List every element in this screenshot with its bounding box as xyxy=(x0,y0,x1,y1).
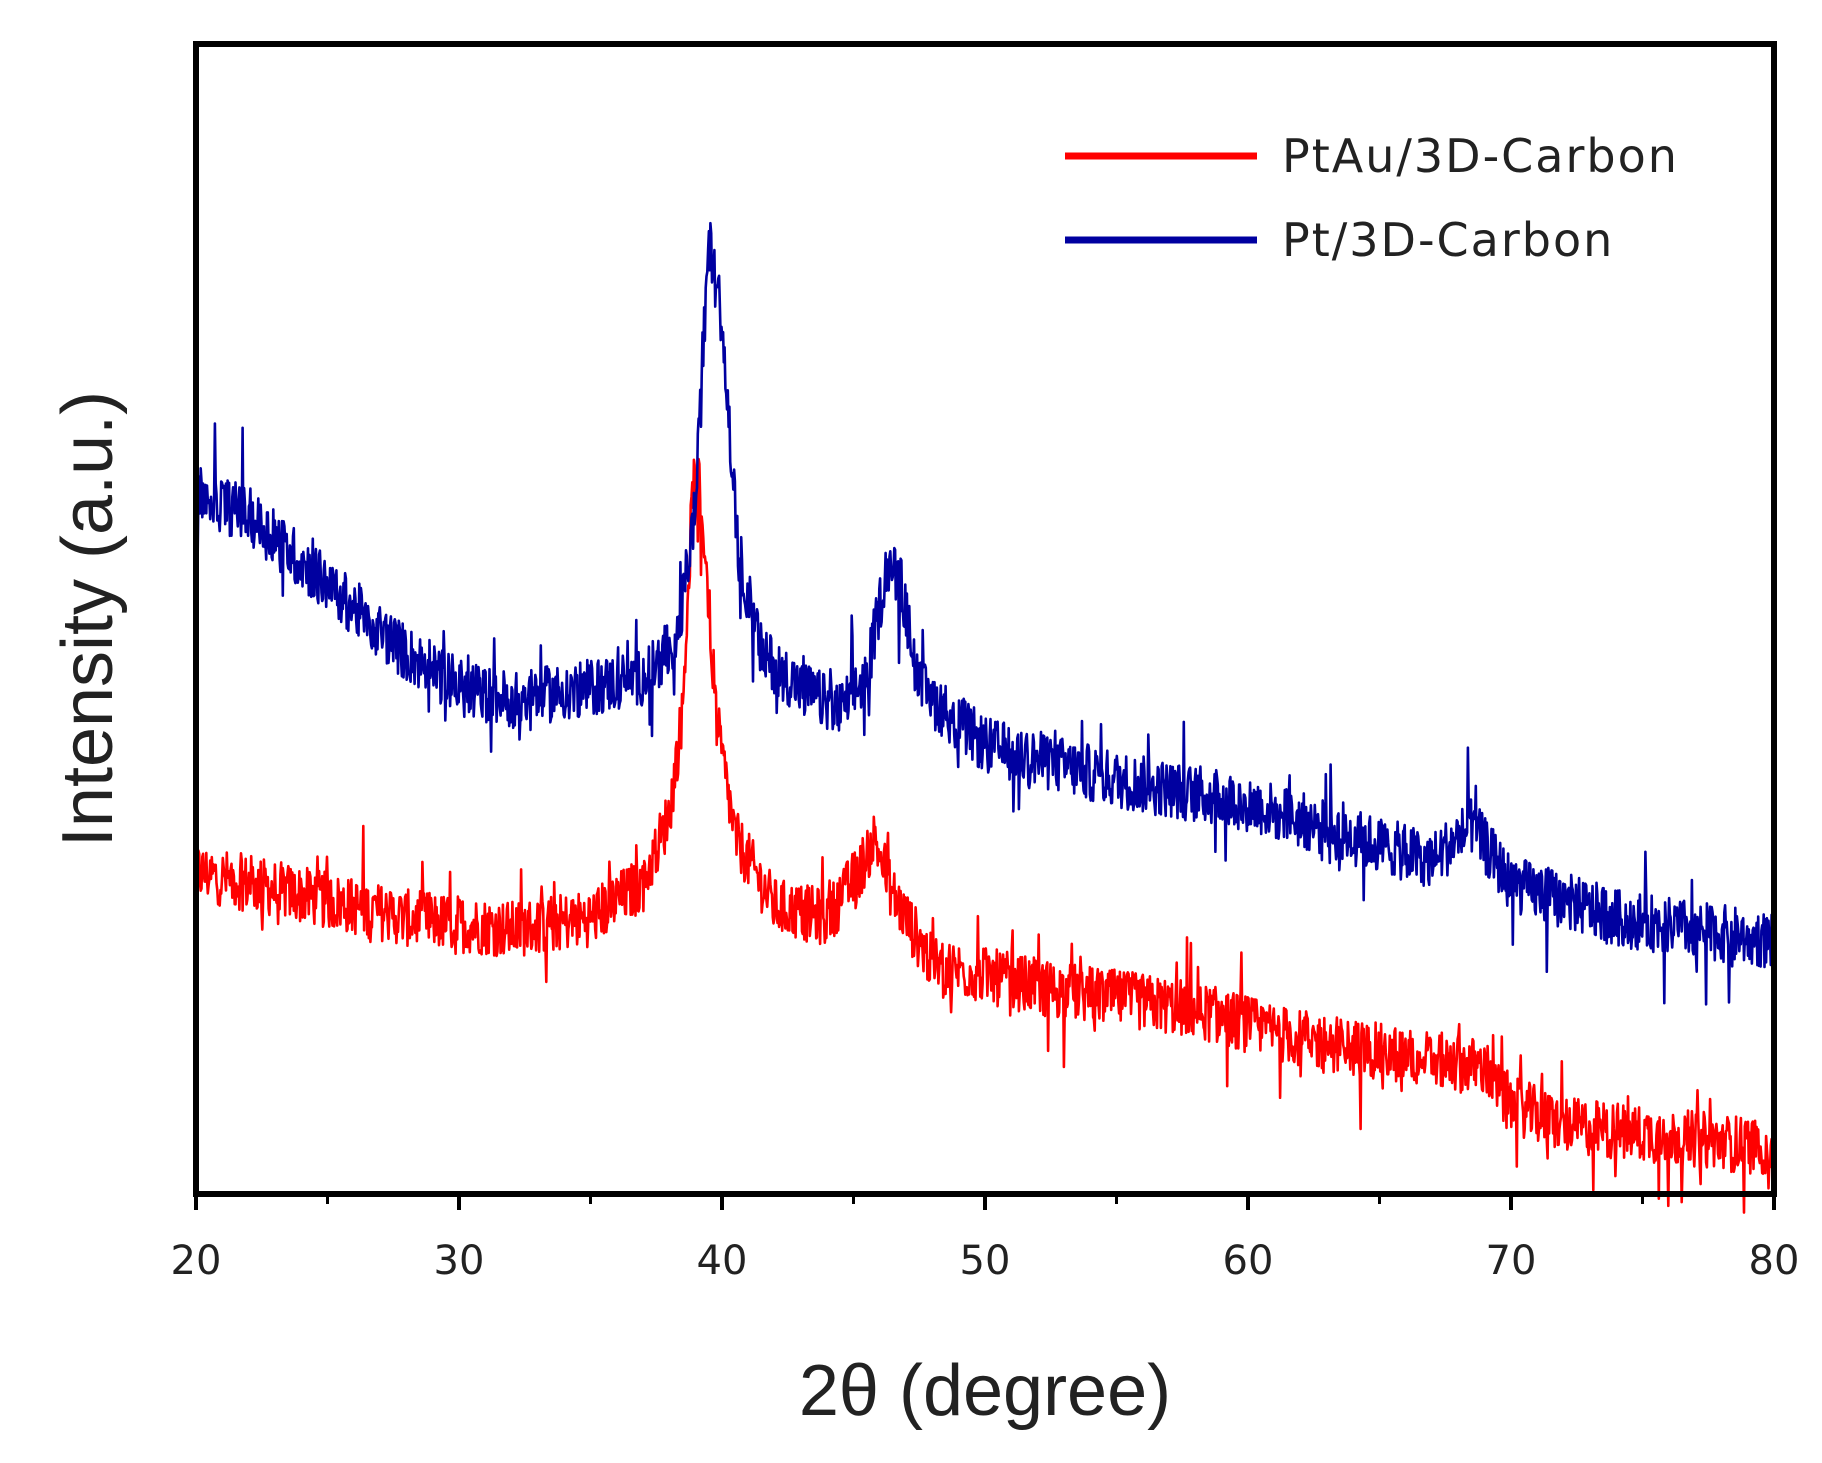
series-layer xyxy=(194,221,1776,1214)
y-axis-label: Intensity (a.u.) xyxy=(48,391,128,847)
series-line-2 xyxy=(194,221,1776,1006)
x-axis-ticks: 20 30 40 50 60 70 80 xyxy=(171,1194,1800,1284)
x-tick-label: 30 xyxy=(434,1238,485,1284)
series-line-1 xyxy=(194,457,1776,1214)
x-tick-label: 50 xyxy=(960,1238,1011,1284)
x-axis-label: 2θ (degree) xyxy=(799,1351,1171,1431)
legend-label-1: PtAu/3D-Carbon xyxy=(1282,129,1679,183)
x-tick-label: 70 xyxy=(1486,1238,1537,1284)
x-tick-label: 40 xyxy=(697,1238,748,1284)
x-tick-label: 80 xyxy=(1749,1238,1800,1284)
legend: PtAu/3D-Carbon Pt/3D-Carbon xyxy=(1065,129,1679,267)
x-tick-label: 60 xyxy=(1223,1238,1274,1284)
legend-label-2: Pt/3D-Carbon xyxy=(1282,213,1614,267)
x-tick-label: 20 xyxy=(171,1238,222,1284)
